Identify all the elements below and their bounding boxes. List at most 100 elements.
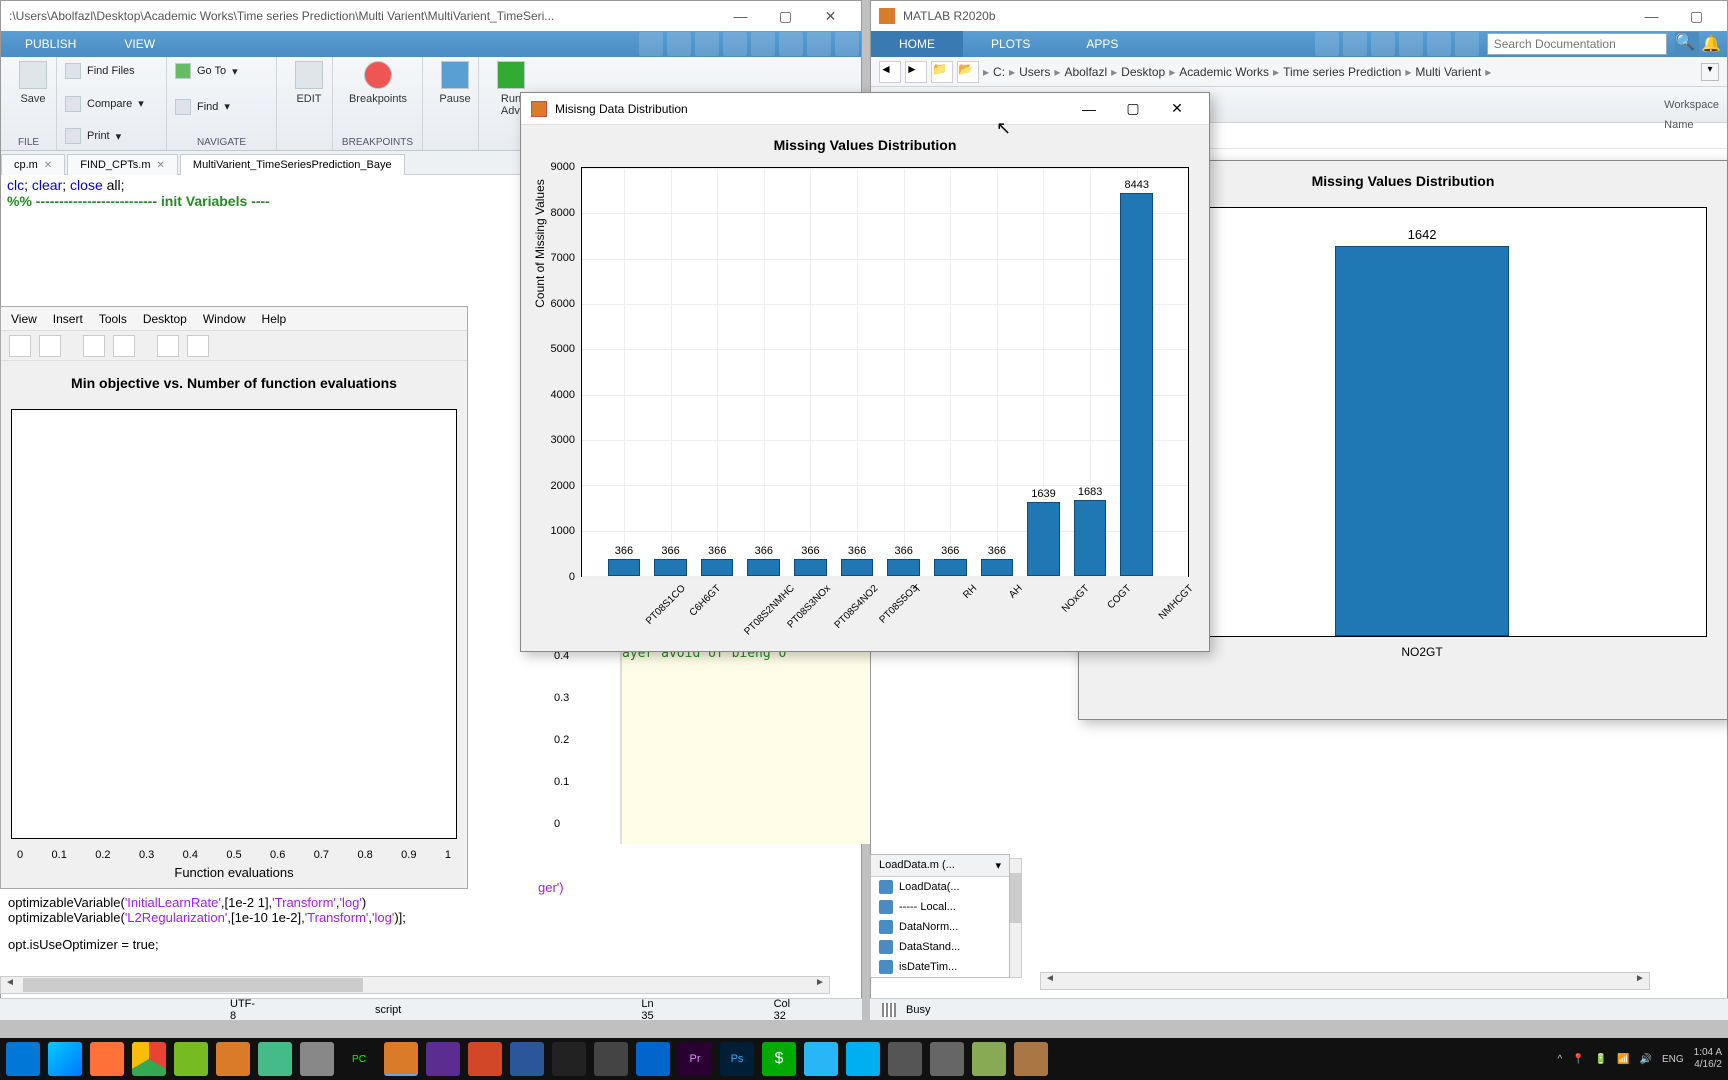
tab-cp[interactable]: cp.m✕ <box>1 154 65 175</box>
maximize-button[interactable]: ▢ <box>1674 8 1719 25</box>
scroll-left-icon[interactable]: ◄ <box>1041 973 1059 989</box>
taskbar-photoshop[interactable]: Ps <box>720 1042 754 1076</box>
edit-button[interactable]: EDIT <box>285 61 333 105</box>
save-quick-icon[interactable] <box>639 32 663 56</box>
taskbar-edge[interactable] <box>48 1042 82 1076</box>
taskbar-premiere[interactable]: Pr <box>678 1042 712 1076</box>
taskbar-chrome[interactable] <box>132 1042 166 1076</box>
search-icon[interactable]: 🔍 <box>1675 32 1699 56</box>
quick-help-icon[interactable] <box>1455 32 1479 56</box>
menu-window[interactable]: Window <box>203 312 246 326</box>
matlab-hscrollbar[interactable]: ◄ ► <box>1040 972 1650 990</box>
scroll-right-icon[interactable]: ► <box>1631 973 1649 989</box>
taskbar-app[interactable] <box>930 1042 964 1076</box>
breakpoints-button[interactable]: Breakpoints <box>341 61 415 105</box>
legend-icon[interactable] <box>187 335 209 357</box>
taskbar-app[interactable] <box>216 1042 250 1076</box>
menu-insert[interactable]: Insert <box>53 312 83 326</box>
forward-button[interactable]: ► <box>905 61 927 83</box>
quick-copy-icon[interactable] <box>1371 32 1395 56</box>
tray-language[interactable]: ENG <box>1662 1054 1684 1065</box>
tab-apps[interactable]: APPS <box>1058 31 1146 57</box>
quick-save-icon[interactable] <box>1315 32 1339 56</box>
taskbar-app[interactable] <box>888 1042 922 1076</box>
save-button[interactable]: Save <box>9 61 57 105</box>
close-button[interactable]: ✕ <box>808 8 853 25</box>
pause-button[interactable]: Pause <box>431 61 479 105</box>
paste-icon[interactable] <box>779 32 803 56</box>
minimize-button[interactable]: — <box>718 8 763 24</box>
menu-view[interactable]: View <box>11 312 37 326</box>
menu-desktop[interactable]: Desktop <box>143 312 187 326</box>
taskbar-firefox[interactable] <box>90 1042 124 1076</box>
crumb-c[interactable]: C: <box>993 65 1005 79</box>
system-clock[interactable]: 1:04 A 4/16/2 <box>1694 1047 1722 1071</box>
editor-hscrollbar[interactable]: ◄ ► <box>0 976 830 994</box>
scroll-left-icon[interactable]: ◄ <box>1 977 19 993</box>
browse-icon[interactable]: 📂 <box>957 61 979 83</box>
zoom-icon[interactable] <box>83 335 105 357</box>
print-button[interactable]: Print ▾ <box>65 126 158 146</box>
maximize-button[interactable]: ▢ <box>1111 100 1155 117</box>
print-figure-icon[interactable] <box>39 335 61 357</box>
compare-button[interactable]: Compare ▾ <box>65 94 158 114</box>
scroll-right-icon[interactable]: ► <box>811 977 829 993</box>
maximize-button[interactable]: ▢ <box>763 8 808 25</box>
scroll-thumb[interactable] <box>1009 873 1021 923</box>
back-button[interactable]: ◄ <box>879 61 901 83</box>
quick-cut-icon[interactable] <box>1343 32 1367 56</box>
dropdown-item[interactable]: isDateTim... <box>871 957 1009 977</box>
cursor-icon[interactable] <box>157 335 179 357</box>
goto-button[interactable]: Go To ▾ <box>175 61 268 81</box>
taskbar-app[interactable] <box>174 1042 208 1076</box>
redo-icon[interactable] <box>695 32 719 56</box>
crumb-abolfazl[interactable]: Abolfazl <box>1064 65 1107 79</box>
scroll-thumb[interactable] <box>23 978 363 992</box>
cut-icon[interactable] <box>723 32 747 56</box>
taskbar-powerpoint[interactable] <box>468 1042 502 1076</box>
taskbar-wf[interactable] <box>636 1042 670 1076</box>
tab-plots[interactable]: PLOTS <box>963 31 1058 57</box>
close-icon[interactable]: ✕ <box>44 160 52 171</box>
dropdown-item[interactable]: LoadData(... <box>871 877 1009 897</box>
tab-view[interactable]: VIEW <box>100 31 179 57</box>
tab-find-cpts[interactable]: FIND_CPTs.m✕ <box>67 154 178 175</box>
minimize-button[interactable]: — <box>1629 8 1674 24</box>
close-icon[interactable]: ✕ <box>157 160 165 171</box>
tab-home[interactable]: HOME <box>871 31 963 57</box>
dropdown-vscrollbar[interactable] <box>1008 858 1022 978</box>
crumb-academic[interactable]: Academic Works <box>1179 65 1269 79</box>
dropdown-item[interactable]: DataNorm... <box>871 917 1009 937</box>
tray-volume-icon[interactable]: 🔊 <box>1640 1054 1652 1065</box>
minimize-button[interactable]: — <box>1067 101 1111 117</box>
taskbar-app[interactable] <box>1014 1042 1048 1076</box>
tab-publish[interactable]: PUBLISH <box>1 31 100 57</box>
quick-undo-icon[interactable] <box>1427 32 1451 56</box>
dropdown-icon[interactable]: ▾ <box>1701 63 1719 81</box>
menu-tools[interactable]: Tools <box>99 312 127 326</box>
crumb-users[interactable]: Users <box>1019 65 1050 79</box>
tray-location-icon[interactable]: 📍 <box>1572 1054 1584 1065</box>
more-icon[interactable] <box>835 32 859 56</box>
help-icon[interactable] <box>807 32 831 56</box>
close-button[interactable]: ✕ <box>1155 100 1199 117</box>
taskbar-app[interactable]: $ <box>762 1042 796 1076</box>
dropdown-header[interactable]: LoadData.m (...▾ <box>871 855 1009 877</box>
tray-battery-icon[interactable]: 🔋 <box>1595 1054 1607 1065</box>
taskbar-word[interactable] <box>510 1042 544 1076</box>
dropdown-item[interactable]: ----- Local... <box>871 897 1009 917</box>
quick-paste-icon[interactable] <box>1399 32 1423 56</box>
copy-icon[interactable] <box>751 32 775 56</box>
start-button[interactable] <box>6 1042 40 1076</box>
tray-wifi-icon[interactable]: 📶 <box>1617 1054 1629 1065</box>
taskbar-app[interactable] <box>300 1042 334 1076</box>
save-figure-icon[interactable] <box>9 335 31 357</box>
taskbar-skype[interactable] <box>846 1042 880 1076</box>
taskbar-telegram[interactable] <box>804 1042 838 1076</box>
taskbar-app[interactable] <box>258 1042 292 1076</box>
crumb-multivarient[interactable]: Multi Varient <box>1415 65 1481 79</box>
crumb-timeseries[interactable]: Time series Prediction <box>1283 65 1401 79</box>
taskbar-app[interactable] <box>594 1042 628 1076</box>
search-input[interactable] <box>1487 33 1667 55</box>
taskbar-pycharm[interactable]: PC <box>342 1042 376 1076</box>
